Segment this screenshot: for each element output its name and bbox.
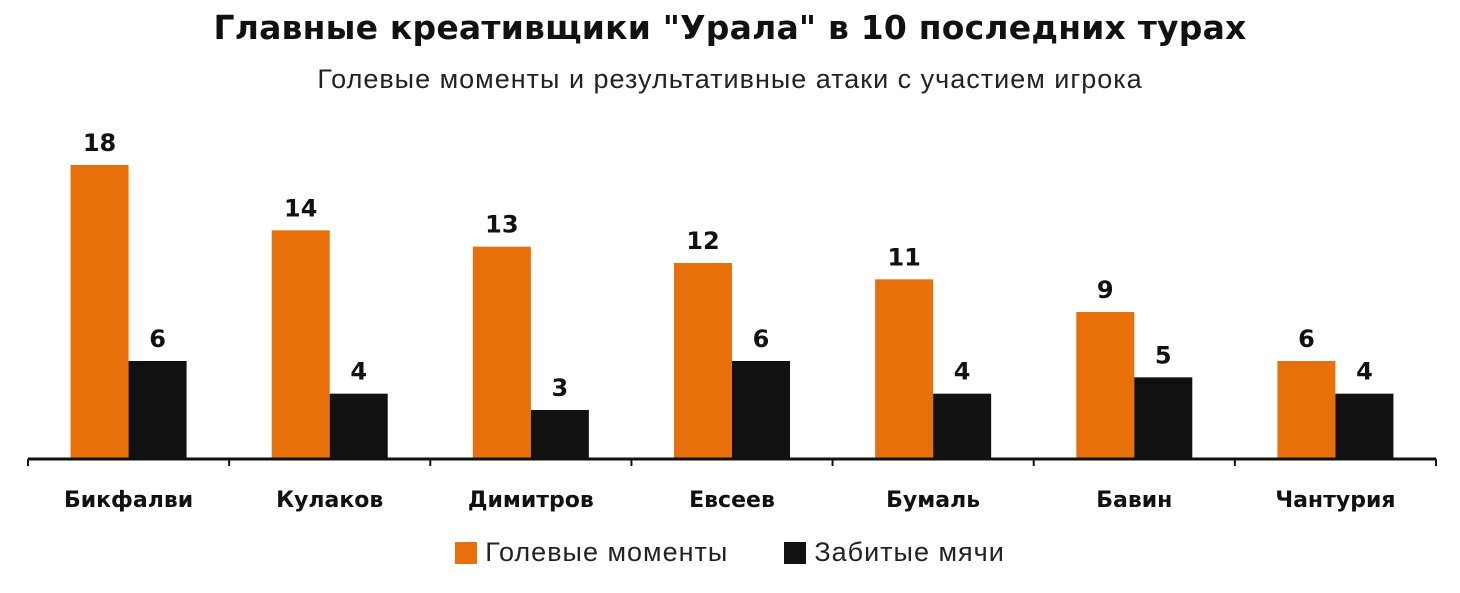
chart-subtitle: Голевые моменты и результативные атаки с… bbox=[317, 64, 1143, 94]
bar-chances bbox=[674, 263, 732, 459]
bar-goals bbox=[933, 393, 992, 459]
bar-chances bbox=[70, 165, 129, 459]
category-label: Евсеев bbox=[689, 488, 775, 513]
chart-legend: Голевые моменты Забитые мячи bbox=[0, 537, 1460, 568]
data-label: 4 bbox=[954, 358, 971, 386]
data-label: 6 bbox=[753, 325, 770, 353]
bar-goals bbox=[530, 410, 589, 459]
data-label: 6 bbox=[1298, 325, 1315, 353]
legend-label-chances: Голевые моменты bbox=[485, 537, 729, 567]
data-label: 12 bbox=[686, 227, 719, 255]
data-label: 4 bbox=[1356, 358, 1373, 386]
bar-chances bbox=[1076, 312, 1135, 459]
category-label: Кулаков bbox=[276, 488, 383, 513]
bar-chances bbox=[271, 230, 330, 459]
category-label: Чантурия bbox=[1275, 488, 1395, 513]
data-label: 4 bbox=[350, 358, 367, 386]
bar-goals bbox=[1335, 393, 1394, 459]
category-label: Бикфалви bbox=[64, 488, 193, 513]
data-label: 18 bbox=[83, 129, 116, 157]
bar-goals bbox=[732, 361, 790, 459]
legend-item-chances: Голевые моменты bbox=[455, 537, 728, 568]
category-label: Димитров bbox=[468, 488, 594, 513]
data-label: 11 bbox=[887, 243, 920, 271]
data-label: 14 bbox=[284, 194, 317, 222]
data-label: 6 bbox=[149, 325, 166, 353]
data-label: 5 bbox=[1155, 341, 1172, 369]
bar-chances bbox=[472, 246, 531, 459]
legend-swatch-chances bbox=[455, 541, 478, 564]
chart-title: Главные креативщики "Урала" в 10 последн… bbox=[213, 8, 1247, 47]
legend-swatch-goals bbox=[784, 541, 807, 564]
legend-item-goals: Забитые мячи bbox=[784, 537, 1005, 568]
category-label: Бумаль bbox=[886, 488, 980, 513]
bar-goals bbox=[1134, 377, 1193, 459]
bar-goals bbox=[329, 393, 388, 459]
data-label: 9 bbox=[1097, 276, 1114, 304]
bar-goals bbox=[128, 361, 187, 459]
legend-label-goals: Забитые мячи bbox=[814, 537, 1005, 567]
bar-chances bbox=[875, 279, 934, 459]
category-label: Бавин bbox=[1096, 488, 1172, 513]
bar-chances bbox=[1277, 361, 1336, 459]
data-label: 13 bbox=[485, 211, 518, 239]
data-label: 3 bbox=[552, 374, 569, 402]
